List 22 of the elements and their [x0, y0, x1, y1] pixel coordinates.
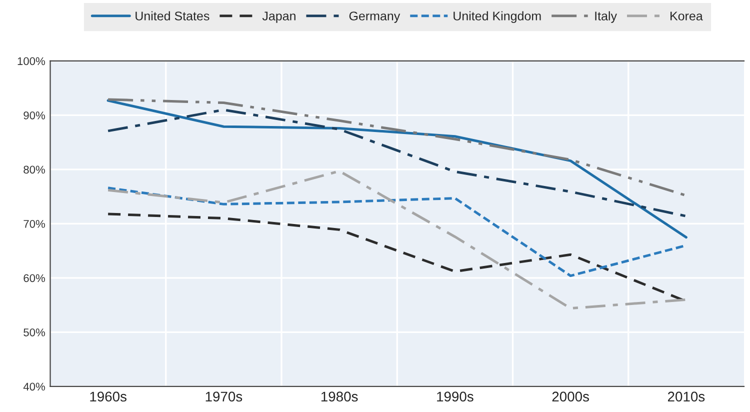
- legend-label: United Kingdom: [454, 11, 541, 23]
- x-tick-label: 2000s: [552, 392, 589, 402]
- legend-label: United States: [136, 11, 210, 20]
- legend-label: Germany: [349, 12, 400, 23]
- line-series: [106, 170, 688, 310]
- x-tick-label: 1960s: [90, 392, 126, 402]
- y-tick-label: 40%: [23, 382, 45, 391]
- y-tick-label: 90%: [24, 111, 45, 120]
- legend-label: Italy: [595, 11, 617, 23]
- y-tick-label: 70%: [24, 220, 45, 228]
- x-tick-label: 1980s: [321, 392, 358, 402]
- y-tick-label: 60%: [24, 274, 45, 282]
- line-series: [106, 98, 688, 197]
- x-tick-label: 1970s: [206, 392, 242, 402]
- x-tick-label: 2010s: [668, 392, 705, 402]
- y-tick-label: 50%: [24, 328, 45, 336]
- legend-label: Japan: [262, 12, 296, 23]
- line-series: [106, 108, 688, 218]
- x-tick-label: 1990s: [437, 392, 474, 402]
- legend-label: Korea: [670, 12, 703, 20]
- y-tick-label: 80%: [24, 166, 45, 174]
- y-tick-label: 100%: [18, 57, 45, 66]
